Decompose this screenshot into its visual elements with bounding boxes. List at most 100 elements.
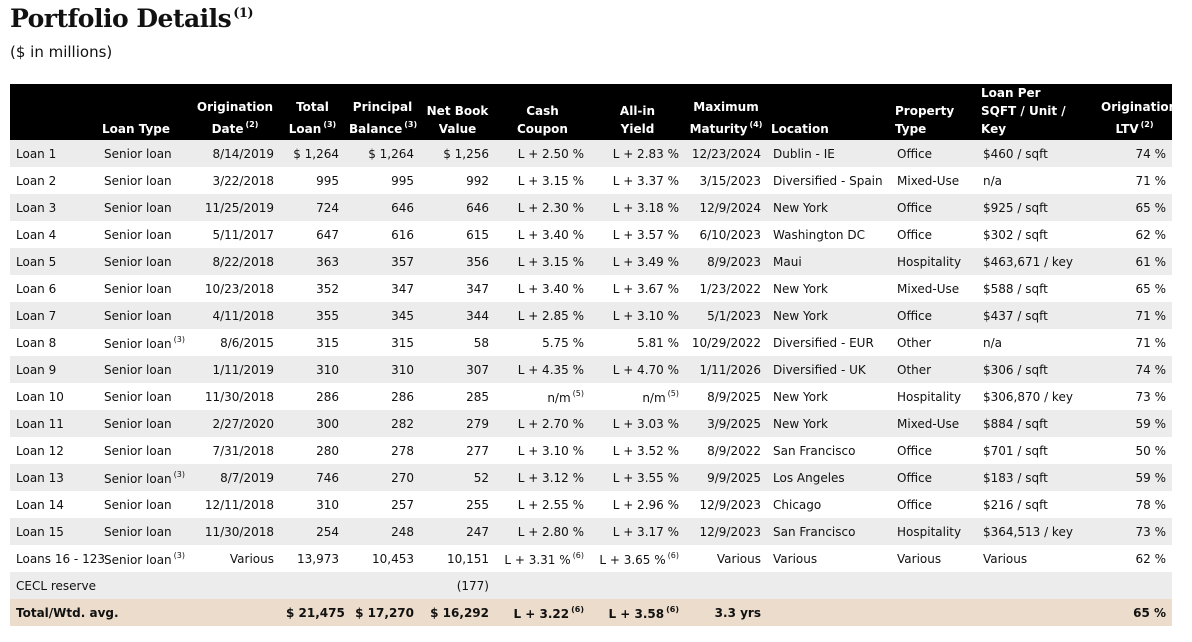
header-text: Date <box>211 122 244 136</box>
cell-text: 277 <box>466 443 489 458</box>
cell <box>767 599 891 626</box>
cell-text: 247 <box>466 524 489 539</box>
cell-text: Various <box>897 551 942 566</box>
cell: 352 <box>280 275 345 302</box>
cell-text: 992 <box>466 173 489 188</box>
header-text: Total <box>296 100 329 114</box>
table-row: Loans 16 - 123 Senior loan (3) Various 13,97… <box>10 545 1172 572</box>
table-row: Loan 4 Senior loan 5/11/2017 647 616 615 L + 3… <box>10 221 1172 248</box>
cell: Various <box>685 545 767 572</box>
cell: Hospitality <box>891 248 977 275</box>
cell-text: Office <box>897 308 933 323</box>
cell-text: $ 1,256 <box>443 146 489 161</box>
cell: Loan 12 <box>10 437 98 464</box>
cell: 345 <box>345 302 420 329</box>
cell: CECL reserve <box>10 572 98 599</box>
column-header: Origination Date (2) <box>190 84 280 140</box>
cell: Senior loan <box>98 383 190 410</box>
cell: Various <box>891 545 977 572</box>
cell: Washington DC <box>767 221 891 248</box>
cell: Dublin - IE <box>767 140 891 167</box>
cell: San Francisco <box>767 437 891 464</box>
cell-text: (177) <box>456 578 489 593</box>
cell-text: 78 % <box>1135 497 1167 512</box>
cell-text: Senior loan <box>104 173 172 188</box>
cell: 12/23/2024 <box>685 140 767 167</box>
table-row: Loan 13 Senior loan (3) 8/7/2019 746 270 52 L +… <box>10 464 1172 491</box>
cell-text: CECL reserve <box>16 578 96 593</box>
header-text: Loan Type <box>102 122 171 136</box>
cell-text: 357 <box>391 254 414 269</box>
cell-text: 285 <box>466 389 489 404</box>
cell <box>891 572 977 599</box>
cell-text: Dublin - IE <box>773 146 835 161</box>
cell-text: New York <box>773 389 828 404</box>
column-header: Net Book Value <box>420 84 495 140</box>
cell-text: 74 % <box>1135 146 1167 161</box>
cell: 5.75 % <box>495 329 590 356</box>
cell-text: 3.3 yrs <box>714 605 761 620</box>
cell: 5/1/2023 <box>685 302 767 329</box>
cell: 995 <box>280 167 345 194</box>
cell-text: 59 % <box>1135 470 1167 485</box>
cell: 10,453 <box>345 545 420 572</box>
cell-text: Other <box>897 362 932 377</box>
cell: 3/9/2025 <box>685 410 767 437</box>
cell-text: 58 <box>473 335 489 350</box>
cell-text: Loan 12 <box>16 443 64 458</box>
cell: 344 <box>420 302 495 329</box>
cell-text: Loan 4 <box>16 227 57 242</box>
cell: 356 <box>420 248 495 275</box>
table-row: Loan 1 Senior loan 8/14/2019 $ 1,264 $ 1,264… <box>10 140 1172 167</box>
table-body: Loan 1 Senior loan 8/14/2019 $ 1,264 $ 1,264… <box>10 140 1172 626</box>
cell: 5.81 % <box>590 329 685 356</box>
header-row: Loan Type Origination Date (2) Total Loan (3) P… <box>10 84 1177 140</box>
cell: L + 2.50 % <box>495 140 590 167</box>
cell: 746 <box>280 464 345 491</box>
cell-text: Diversified - UK <box>773 362 866 377</box>
cell-text: L + 2.70 % <box>517 416 584 431</box>
cell-text: 12/23/2024 <box>691 146 761 161</box>
cell-text: 257 <box>391 497 414 512</box>
cell-text: 10,151 <box>447 551 489 566</box>
cell-text: L + 3.67 % <box>612 281 679 296</box>
cell-text: Mixed-Use <box>897 416 960 431</box>
column-header: Principal Balance (3) <box>345 84 420 140</box>
cell: 255 <box>420 491 495 518</box>
cell: Loan 7 <box>10 302 98 329</box>
cell-text: Office <box>897 146 933 161</box>
cell-text: Hospitality <box>897 254 962 269</box>
column-header: Maximum Maturity (4) <box>685 84 767 140</box>
cell: Diversified - EUR <box>767 329 891 356</box>
cell-text: $460 / sqft <box>983 146 1048 161</box>
cell: Senior loan <box>98 410 190 437</box>
header-text: LTV <box>1115 122 1139 136</box>
cell-text: 746 <box>316 470 339 485</box>
cell: Various <box>977 545 1097 572</box>
cell <box>977 599 1097 626</box>
cell-text: 363 <box>316 254 339 269</box>
cell-text: L + 2.85 % <box>517 308 584 323</box>
cell: 58 <box>420 329 495 356</box>
header-text: Origination <box>196 100 274 114</box>
cell-text: 8/9/2022 <box>707 443 761 458</box>
cell: Mixed-Use <box>891 275 977 302</box>
cell: L + 2.70 % <box>495 410 590 437</box>
cell: 12/9/2024 <box>685 194 767 221</box>
cell: Office <box>891 302 977 329</box>
cell-text: Office <box>897 443 933 458</box>
cell: 73 % <box>1097 383 1172 410</box>
cell-text: 8/14/2019 <box>212 146 274 161</box>
cell: 347 <box>420 275 495 302</box>
cell: n/m (5) <box>495 383 590 410</box>
cell-text: 61 % <box>1135 254 1167 269</box>
cell: L + 2.55 % <box>495 491 590 518</box>
cell: L + 3.12 % <box>495 464 590 491</box>
cell: Loan 1 <box>10 140 98 167</box>
header-text: Origination <box>1101 100 1178 114</box>
cell-text: $ 1,264 <box>368 146 414 161</box>
cell: 363 <box>280 248 345 275</box>
cell: 12/11/2018 <box>190 491 280 518</box>
cell-text: 995 <box>316 173 339 188</box>
cell: $ 21,475 <box>280 599 345 626</box>
